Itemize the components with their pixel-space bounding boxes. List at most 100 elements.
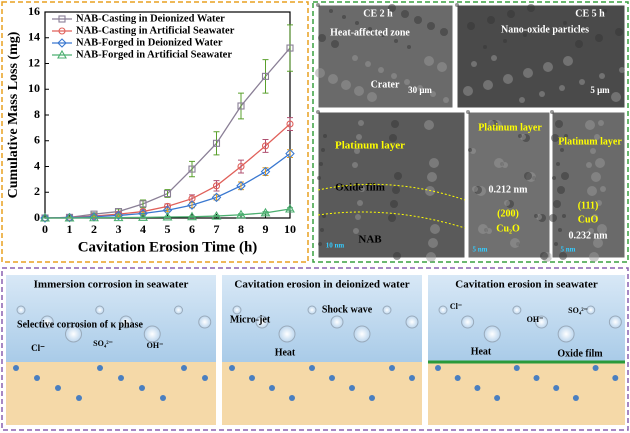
texture — [394, 39, 398, 43]
texture — [594, 134, 600, 140]
oxide-boundary — [317, 183, 466, 229]
error-bar — [213, 131, 220, 156]
texture — [321, 148, 325, 152]
error-bar — [262, 138, 269, 153]
schematic-label: SO₄²⁻ — [93, 339, 113, 348]
texture — [504, 200, 510, 206]
legend-marker — [57, 49, 67, 59]
texture — [354, 86, 364, 96]
marker — [40, 212, 50, 222]
texture — [554, 242, 558, 246]
micrograph-label: 5 μm — [590, 85, 610, 95]
marker — [64, 212, 75, 223]
schematic-label: Cl⁻ — [450, 302, 462, 311]
x-tick-label: 5 — [165, 222, 171, 236]
schematic-label: Shock wave — [322, 304, 373, 315]
texture — [595, 158, 605, 168]
texture — [557, 186, 565, 194]
texture — [503, 39, 507, 43]
phase — [494, 395, 501, 401]
sea — [428, 275, 625, 362]
texture — [558, 228, 562, 232]
micrograph-label: Platinum layer — [478, 122, 542, 133]
texture — [455, 3, 459, 7]
texture — [341, 80, 351, 90]
micrograph-label: Crater — [371, 79, 400, 90]
x-tick-label: 1 — [67, 222, 73, 236]
texture — [586, 162, 592, 168]
marker — [211, 192, 222, 203]
texture — [352, 162, 358, 168]
texture — [593, 238, 603, 248]
y-tick-label: 8 — [34, 107, 40, 121]
sea — [222, 275, 422, 362]
phase — [329, 375, 335, 381]
bubble — [174, 305, 183, 315]
texture — [534, 214, 538, 218]
texture — [598, 120, 604, 126]
texture — [391, 73, 397, 79]
legend-label: NAB-Forged in Deionized Water — [76, 37, 223, 48]
texture — [595, 34, 603, 42]
schematic-label: Heat — [275, 347, 296, 358]
texture — [540, 252, 548, 260]
error-bar — [238, 181, 244, 191]
phase — [592, 365, 599, 371]
bubble — [65, 325, 82, 343]
texture — [392, 186, 400, 194]
chart-frame — [1, 1, 309, 263]
phase — [533, 375, 540, 381]
texture — [401, 10, 409, 18]
schematic-title: Cavitation erosion in deionized water — [234, 279, 409, 291]
marker — [261, 72, 270, 80]
error-bar — [287, 24, 293, 72]
texture — [414, 16, 422, 24]
x-tick-label: 7 — [214, 222, 220, 236]
texture — [503, 74, 513, 84]
texture — [619, 67, 625, 73]
texture — [550, 110, 554, 114]
texture — [323, 134, 327, 138]
x-axis-label: Cavitation Erosion Time (h) — [78, 239, 258, 255]
error-bar — [213, 180, 220, 192]
phase — [349, 385, 355, 391]
y-tick-label: 2 — [34, 184, 40, 198]
sea — [6, 275, 216, 362]
marker — [260, 207, 271, 217]
phase — [572, 395, 579, 401]
error-bar — [262, 59, 269, 94]
texture — [468, 148, 472, 152]
texture — [555, 120, 563, 128]
texture — [478, 224, 488, 234]
bubble — [438, 305, 448, 315]
x-tick-label: 3 — [116, 222, 122, 236]
texture — [426, 252, 436, 262]
marker — [237, 162, 245, 171]
bubble — [586, 305, 596, 315]
marker — [139, 200, 147, 208]
bubble — [608, 315, 622, 329]
texture — [424, 56, 434, 66]
bubble — [255, 315, 269, 329]
marker — [286, 120, 294, 128]
phase — [13, 365, 19, 371]
legend-label: NAB-Casting in Deionized Water — [76, 13, 225, 24]
texture — [365, 61, 371, 67]
texture — [367, 92, 377, 102]
texture — [430, 91, 436, 97]
texture — [589, 252, 599, 262]
bubble — [483, 325, 501, 343]
texture — [440, 28, 448, 36]
texture — [551, 134, 559, 142]
texture — [597, 224, 607, 234]
texture — [491, 55, 497, 61]
marker — [212, 139, 221, 147]
legend-label: NAB-Casting in Artificial Seawater — [76, 25, 235, 36]
phase — [369, 395, 375, 401]
texture — [359, 186, 365, 192]
texture — [483, 80, 493, 90]
micrograph — [456, 4, 626, 109]
phase — [97, 365, 103, 371]
error-bar — [287, 117, 293, 131]
phase — [160, 395, 166, 401]
